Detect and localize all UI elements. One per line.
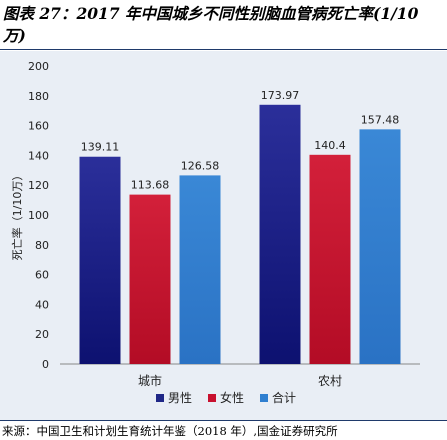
y-tick-label: 0 (42, 358, 49, 371)
bar-value-label: 173.97 (261, 89, 300, 102)
legend-swatch (208, 394, 216, 402)
title-divider (0, 49, 447, 50)
legend-label: 合计 (272, 390, 296, 405)
bar-chart: 死亡率（1/10万） 0 20 40 60 80 100 120 140 160 180 200 1… (10, 60, 420, 405)
bar-value-label: 126.58 (181, 159, 220, 172)
source-note: 来源：中国卫生和计划生育统计年鉴（2018 年）,国金证券研究所 (2, 424, 338, 438)
legend-label: 男性 (168, 391, 192, 405)
bar-2-1 (359, 129, 401, 364)
x-tick-label: 城市 (138, 373, 162, 388)
bar-1-1 (309, 154, 351, 364)
y-tick-label: 120 (28, 179, 49, 192)
y-tick-label: 80 (35, 239, 49, 252)
bar-0-1 (259, 104, 301, 364)
y-tick-label: 60 (35, 269, 49, 282)
bar-0-0 (79, 156, 121, 364)
y-tick-label: 40 (35, 298, 49, 311)
y-tick-label: 160 (28, 120, 49, 133)
legend-swatch (156, 394, 164, 402)
y-tick-label: 140 (28, 149, 49, 162)
legend-swatch (260, 394, 268, 402)
y-tick-label: 20 (35, 328, 49, 341)
y-axis-label: 死亡率（1/10万） (10, 170, 24, 261)
x-tick-label: 农村 (318, 374, 342, 388)
bar-value-label: 113.68 (131, 179, 170, 192)
y-tick-label: 200 (28, 60, 49, 73)
y-tick-label: 100 (28, 209, 49, 222)
bar-1-0 (129, 194, 171, 364)
y-tick-label: 180 (28, 90, 49, 103)
source-divider (0, 420, 447, 421)
bar-value-label: 157.48 (361, 113, 400, 126)
bar-2-0 (179, 175, 221, 364)
bar-value-label: 139.11 (81, 141, 120, 154)
chart-title: 图表 27：2017 年中国城乡不同性别脑血管病死亡率(1/10 万) (3, 4, 419, 45)
bar-value-label: 140.4 (314, 139, 346, 152)
legend-label: 女性 (220, 390, 244, 405)
